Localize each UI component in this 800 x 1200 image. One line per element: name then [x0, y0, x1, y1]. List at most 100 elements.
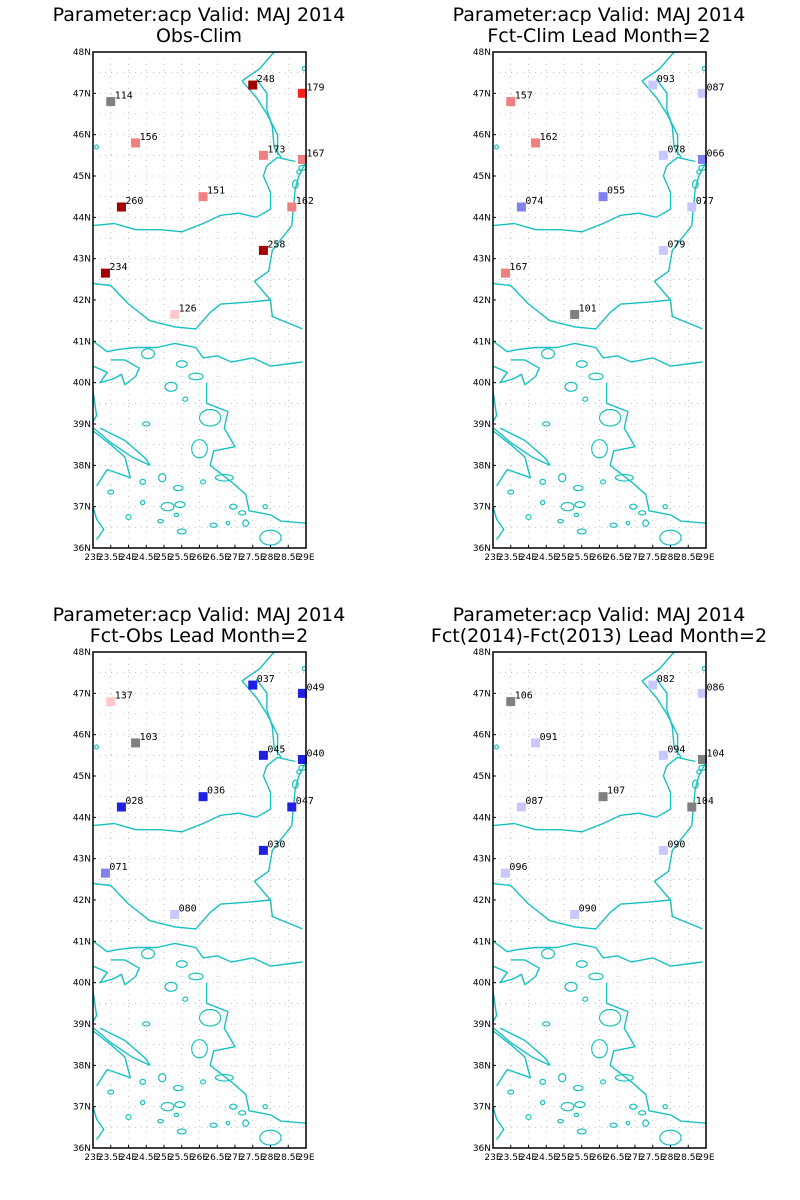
lon-tick-label: 25.5E	[569, 553, 595, 563]
lon-tick-label: 25.5E	[169, 553, 195, 563]
island-outline	[262, 1103, 268, 1110]
island-outline	[141, 948, 156, 960]
coast-line	[93, 882, 271, 930]
island-outline	[242, 1119, 250, 1128]
lon-tick-label: 26E	[191, 553, 208, 563]
lat-tick-label: 36N	[73, 544, 91, 554]
station-marker	[697, 88, 707, 98]
island-outline	[158, 473, 167, 483]
station-value-label: 179	[306, 82, 324, 93]
island-outline	[176, 528, 187, 535]
island-outline	[560, 501, 575, 512]
lon-tick-label: 23E	[84, 1153, 101, 1163]
island-outline	[525, 513, 532, 521]
station-value-label: 028	[125, 796, 143, 807]
station-value-label: 082	[657, 674, 675, 685]
coast-line	[255, 678, 282, 758]
island-outline	[572, 1084, 584, 1092]
lat-tick-label: 41N	[73, 337, 91, 347]
station-value-label: 114	[115, 91, 133, 102]
island-outline	[539, 499, 546, 506]
island-outline	[557, 1118, 564, 1124]
lon-tick-label: 25E	[555, 553, 572, 563]
coast-line	[493, 390, 531, 487]
island-outline	[558, 473, 567, 483]
island-outline	[164, 981, 178, 992]
station-value-label: 090	[667, 839, 685, 850]
island-outline	[588, 372, 604, 381]
station-marker	[131, 738, 141, 748]
lon-tick-label: 23.5E	[98, 1153, 124, 1163]
coast-line	[93, 340, 303, 367]
station-value-label: 248	[257, 74, 275, 85]
coast-line	[605, 382, 706, 524]
lon-tick-label: 26E	[191, 1153, 208, 1163]
station-marker	[258, 750, 268, 760]
station-value-label: 156	[140, 132, 158, 143]
island-outline	[691, 179, 699, 189]
station-value-label: 157	[515, 91, 533, 102]
island-outline	[199, 1079, 207, 1085]
coast-line	[93, 506, 105, 541]
island-outline	[539, 1099, 546, 1106]
coast-line	[493, 359, 540, 386]
station-value-label: 260	[125, 196, 143, 207]
island-outline	[188, 972, 204, 981]
lon-tick-label: 24E	[120, 1153, 137, 1163]
station-value-label: 137	[115, 691, 133, 702]
lon-tick-label: 24E	[520, 553, 537, 563]
lat-tick-label: 48N	[73, 648, 91, 658]
island-outline	[575, 960, 588, 968]
island-outline	[296, 169, 302, 175]
island-outline	[701, 65, 706, 72]
island-outline	[629, 1103, 638, 1110]
lat-tick-label: 38N	[473, 1061, 491, 1071]
station-marker	[297, 88, 307, 98]
lat-tick-label: 39N	[73, 1020, 91, 1030]
island-outline	[564, 381, 578, 392]
island-outline	[591, 439, 608, 459]
island-outline	[541, 948, 556, 960]
lat-tick-label: 47N	[473, 89, 491, 99]
island-outline	[541, 348, 556, 360]
island-outline	[574, 501, 586, 509]
lon-tick-label: 28.5E	[675, 553, 701, 563]
lat-tick-label: 44N	[473, 213, 491, 223]
island-outline	[139, 478, 147, 485]
lon-tick-label: 27.5E	[640, 553, 666, 563]
station-value-label: 094	[667, 744, 685, 755]
island-outline	[696, 769, 702, 775]
island-outline	[625, 520, 631, 526]
station-value-label: 087	[525, 796, 543, 807]
island-outline	[174, 501, 186, 509]
station-marker	[570, 309, 580, 319]
station-value-label: 107	[607, 786, 625, 797]
island-outline	[237, 1110, 247, 1116]
lat-tick-label: 47N	[73, 89, 91, 99]
coast-line	[93, 990, 131, 1087]
lon-tick-label: 26.5E	[604, 1153, 630, 1163]
island-outline	[172, 1084, 184, 1092]
station-marker	[131, 138, 141, 148]
station-marker	[258, 245, 268, 255]
island-outline	[188, 372, 204, 381]
island-outline	[525, 1113, 532, 1121]
panel-fct-clim: Parameter:acp Valid: MAJ 2014 Fct-Clim L…	[453, 4, 746, 563]
coast-line	[493, 990, 531, 1087]
lat-tick-label: 45N	[473, 172, 491, 182]
station-marker	[658, 150, 668, 160]
station-value-label: 077	[696, 196, 714, 207]
lat-tick-labels: 48N 47N 46N 45N 44N 43N 42N 41N 40N 39N 38N 37N 36N	[473, 48, 496, 554]
station-marker	[697, 754, 707, 764]
station-value-label: 104	[696, 796, 714, 807]
coast-line	[493, 282, 671, 330]
lat-tick-label: 45N	[73, 172, 91, 182]
coastline	[93, 52, 306, 546]
island-outline	[158, 1073, 167, 1083]
island-outline	[662, 1103, 668, 1110]
lat-tick-label: 39N	[473, 1020, 491, 1030]
lon-tick-label: 27E	[626, 553, 643, 563]
station-value-label: 080	[179, 903, 197, 914]
island-outline	[691, 779, 699, 789]
